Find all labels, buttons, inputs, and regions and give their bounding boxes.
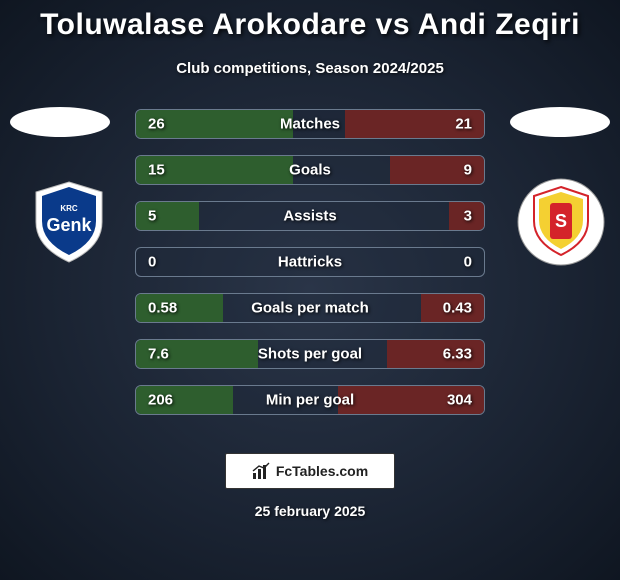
stat-label: Min per goal (266, 392, 354, 409)
stat-row: 26 21 Matches (135, 109, 485, 139)
player-right-avatar (510, 107, 610, 137)
svg-text:KRC: KRC (60, 204, 78, 213)
value-right: 3 (464, 208, 472, 225)
value-left: 0 (148, 254, 156, 271)
date-text: 25 february 2025 (0, 503, 620, 519)
svg-text:Genk: Genk (46, 215, 92, 235)
comparison-panel: Genk KRC S 26 21 Matches 15 9 Goals 5 3 Assists 0… (0, 107, 620, 437)
stat-row: 0 0 Hattricks (135, 247, 485, 277)
team-left-logo: Genk KRC (24, 177, 114, 267)
page-title: Toluwalase Arokodare vs Andi Zeqiri (0, 0, 620, 42)
value-left: 5 (148, 208, 156, 225)
brand-text: FcTables.com (276, 463, 368, 479)
stat-label: Goals (289, 162, 331, 179)
stat-row: 15 9 Goals (135, 155, 485, 185)
stat-label: Goals per match (251, 300, 369, 317)
stat-row: 206 304 Min per goal (135, 385, 485, 415)
value-left: 15 (148, 162, 165, 179)
team-right-logo: S (516, 177, 606, 267)
value-right: 304 (447, 392, 472, 409)
value-right: 9 (464, 162, 472, 179)
chart-icon (252, 462, 270, 480)
brand-badge[interactable]: FcTables.com (225, 453, 395, 489)
value-left: 0.58 (148, 300, 177, 317)
stat-label: Matches (280, 116, 340, 133)
stat-label: Shots per goal (258, 346, 362, 363)
stat-row: 0.58 0.43 Goals per match (135, 293, 485, 323)
value-left: 26 (148, 116, 165, 133)
value-right: 21 (455, 116, 472, 133)
value-right: 0.43 (443, 300, 472, 317)
bar-left (136, 202, 199, 230)
svg-text:S: S (555, 211, 567, 231)
value-right: 6.33 (443, 346, 472, 363)
subtitle: Club competitions, Season 2024/2025 (0, 60, 620, 77)
value-left: 206 (148, 392, 173, 409)
stat-row: 7.6 6.33 Shots per goal (135, 339, 485, 369)
stat-row: 5 3 Assists (135, 201, 485, 231)
value-right: 0 (464, 254, 472, 271)
value-left: 7.6 (148, 346, 169, 363)
stat-label: Assists (283, 208, 336, 225)
stat-rows: 2621Matches159Goals53Assists00Hattricks0… (135, 107, 485, 415)
player-left-avatar (10, 107, 110, 137)
stat-label: Hattricks (278, 254, 342, 271)
